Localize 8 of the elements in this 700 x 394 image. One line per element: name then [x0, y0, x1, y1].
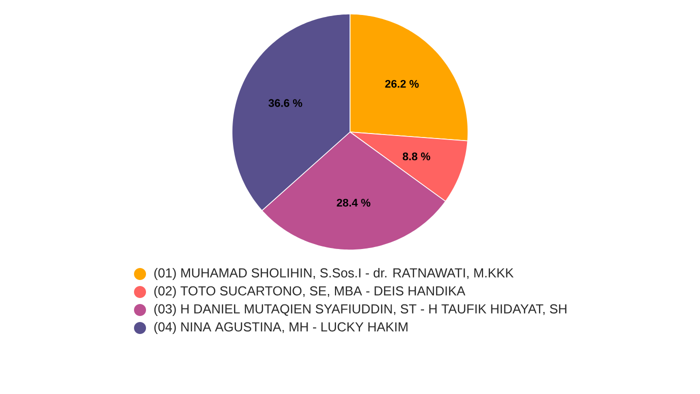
legend-label: (03) H DANIEL MUTAQIEN SYAFIUDDIN, ST - H TAUFIK HIDAYAT, SH	[154, 304, 566, 316]
data-label: 26.2 %	[385, 80, 419, 88]
data-label: 8.8 %	[402, 152, 430, 160]
data-label: 28.4 %	[336, 198, 370, 207]
legend-label: (02) TOTO SUCARTONO, SE, MBA - DEIS HANDIKA	[154, 286, 466, 298]
data-label: 36.6 %	[268, 99, 302, 107]
legend-label: (04) NINA AGUSTINA, MH - LUCKY HAKIM	[154, 322, 408, 334]
legend-label: (01) MUHAMAD SHOLIHIN, S.Sos.I - dr. RATNAWATI, M.KKK	[154, 268, 514, 280]
